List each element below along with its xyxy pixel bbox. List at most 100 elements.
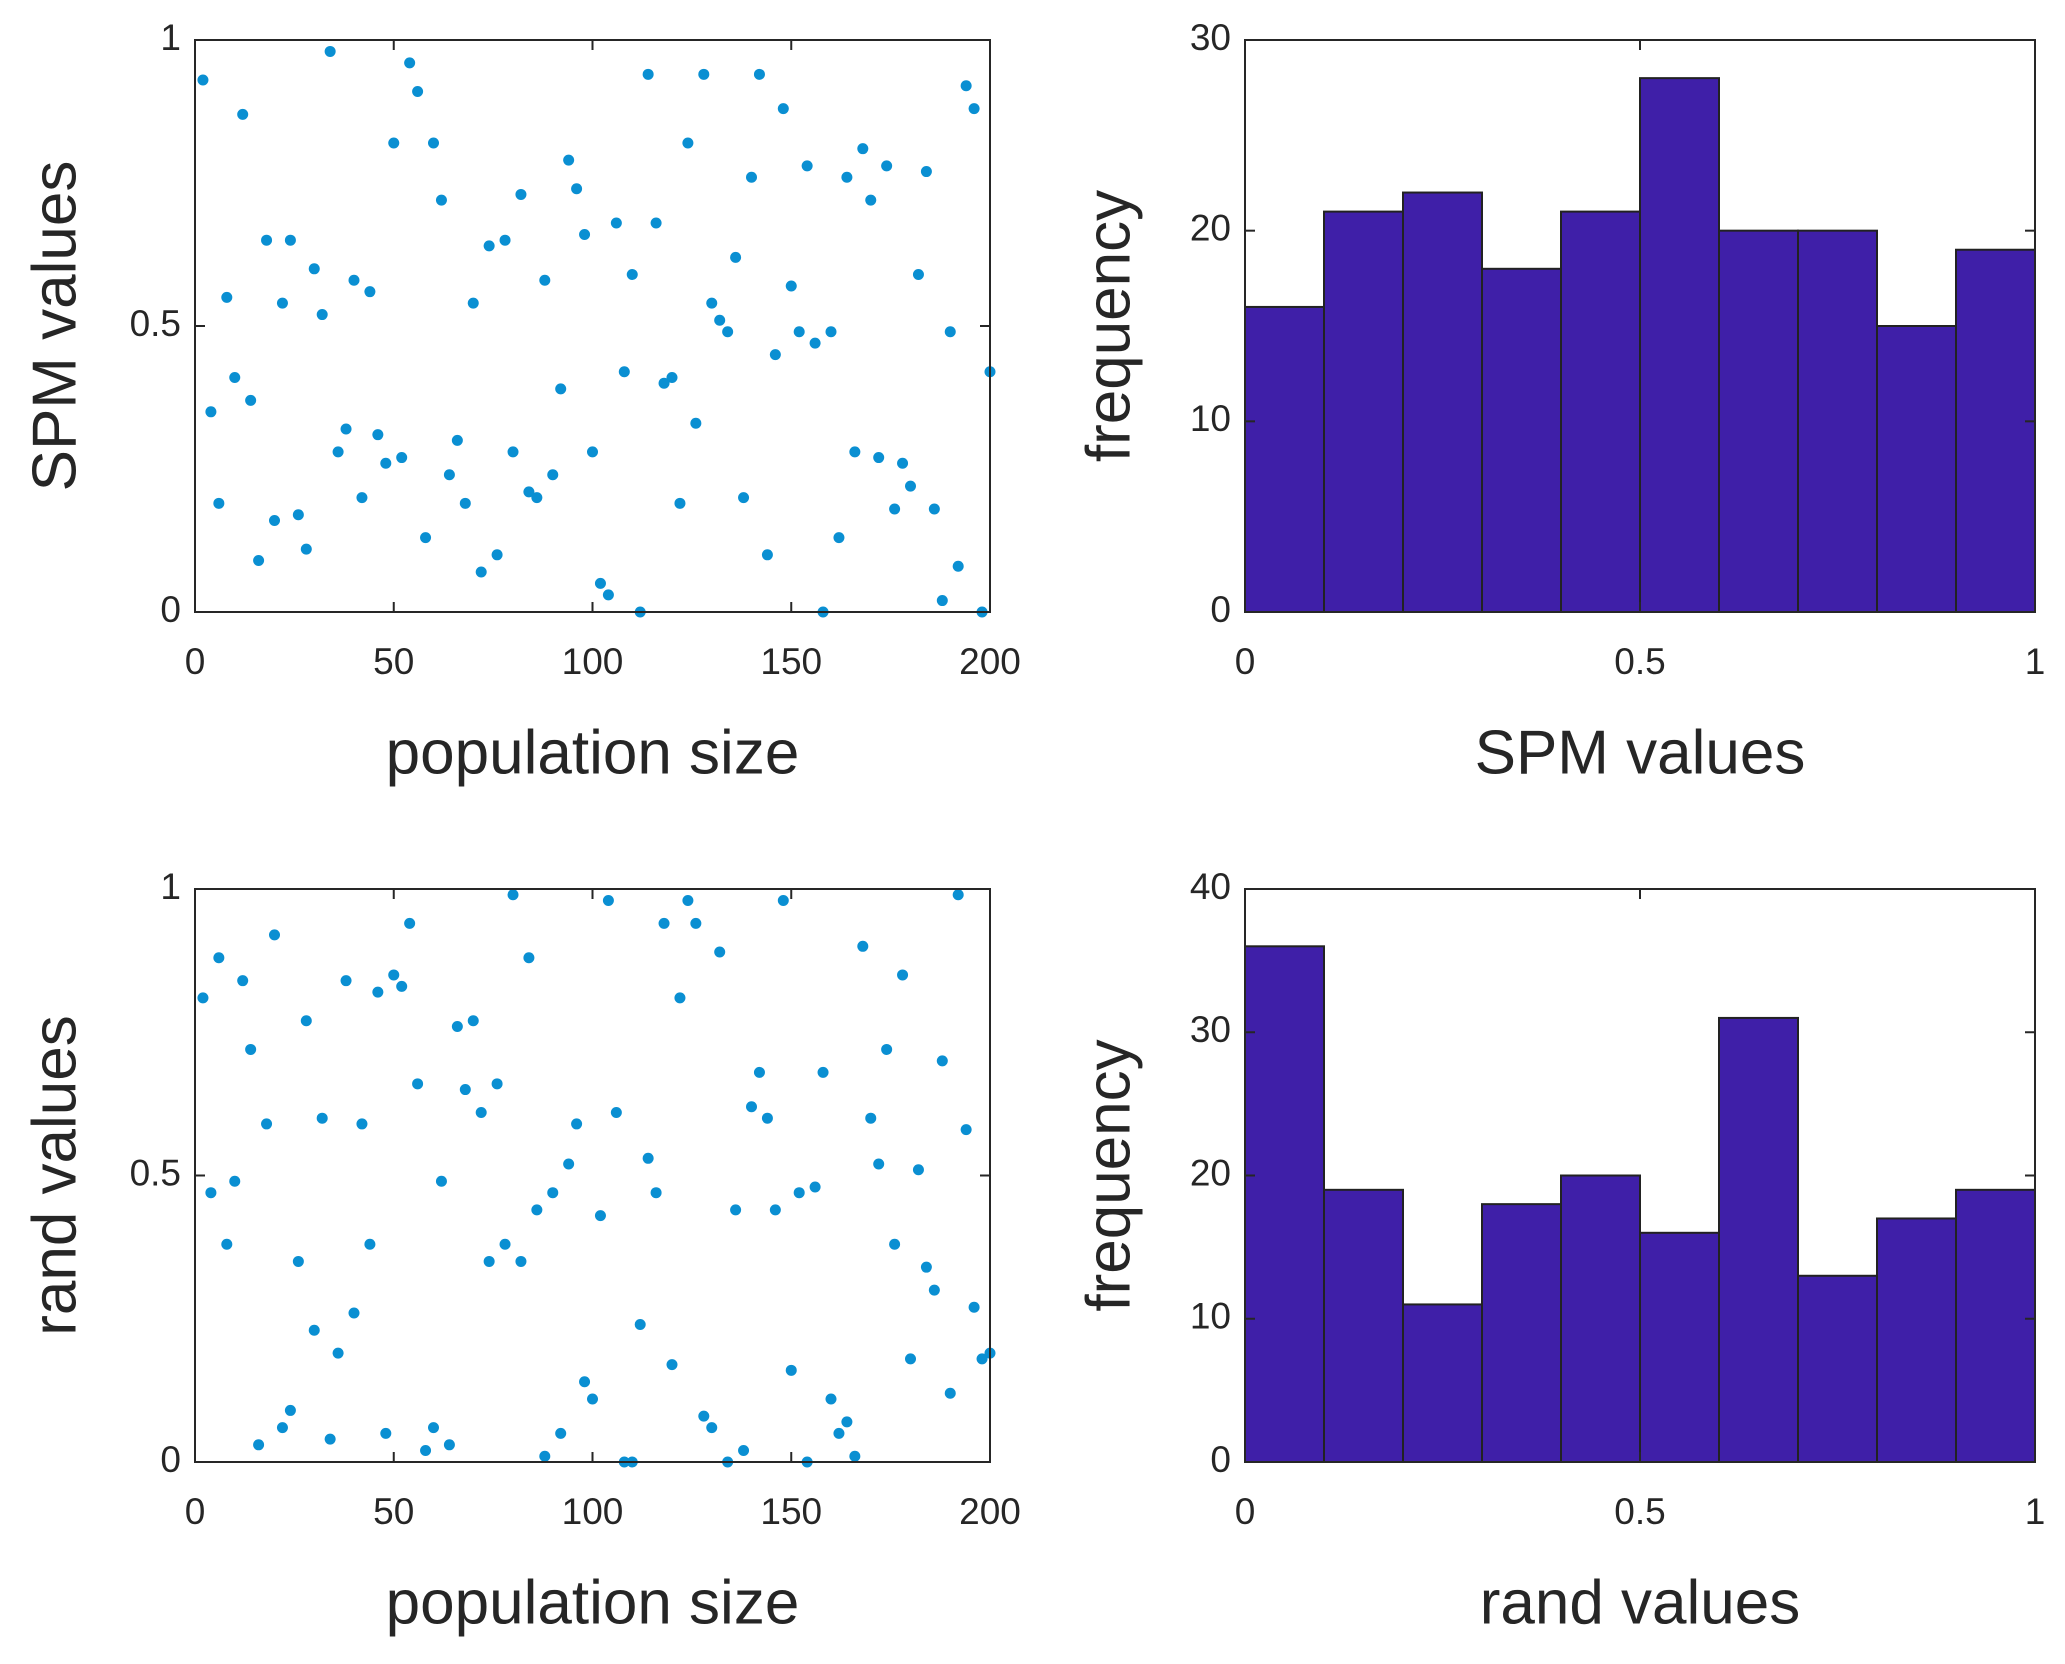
scatter-point — [380, 1427, 392, 1439]
scatter-point — [451, 434, 463, 446]
scatter-point — [579, 228, 591, 240]
scatter-point — [420, 532, 432, 544]
scatter-point — [873, 1158, 885, 1170]
x-tick-label: 100 — [562, 1491, 624, 1532]
x-tick-label: 200 — [959, 1491, 1021, 1532]
scatter-point — [269, 929, 280, 941]
x-tick-label: 0.5 — [1614, 1491, 1665, 1532]
scatter-point — [491, 549, 503, 561]
scatter-point — [316, 1112, 328, 1124]
scatter-point — [563, 154, 575, 166]
scatter-point — [571, 183, 583, 195]
x-tick-label: 0 — [1235, 1491, 1256, 1532]
scatter-point — [690, 917, 702, 929]
y-tick-label: 1 — [160, 866, 181, 907]
scatter-point — [571, 1118, 583, 1130]
scatter-point — [738, 1445, 750, 1457]
scatter-point — [960, 1124, 972, 1136]
scatter-point — [682, 137, 694, 149]
scatter-point — [920, 166, 932, 178]
scatter-point — [753, 1066, 765, 1078]
scatter-point — [801, 160, 813, 172]
x-axis-label: population size — [386, 718, 800, 787]
y-tick-label: 0.5 — [130, 303, 181, 344]
scatter-point — [618, 366, 630, 378]
scatter-point — [404, 57, 416, 69]
x-tick-label: 150 — [760, 641, 822, 682]
scatter-point — [952, 889, 964, 901]
scatter-point — [825, 326, 837, 338]
y-axis-label: rand values — [20, 1015, 89, 1336]
scatter-point — [809, 337, 821, 349]
scatter-point — [388, 137, 400, 149]
scatter-point — [197, 992, 209, 1004]
scatter-point — [857, 940, 869, 952]
scatter-point — [467, 297, 479, 309]
scatter-point — [245, 394, 257, 406]
scatter-point — [531, 1204, 543, 1216]
histogram-bar — [1955, 1188, 2036, 1463]
histogram-bar — [1876, 325, 1957, 613]
x-tick-label: 50 — [373, 641, 414, 682]
x-axis-label: rand values — [1480, 1568, 1801, 1637]
histogram-bar — [1402, 191, 1483, 614]
scatter-point — [555, 1427, 567, 1439]
scatter-point — [388, 969, 400, 981]
scatter-point — [594, 577, 606, 589]
histogram-bar — [1797, 229, 1878, 614]
axes-background — [195, 889, 990, 1462]
scatter-point — [777, 103, 789, 115]
scatter-point — [730, 251, 742, 263]
x-tick-label: 0 — [185, 641, 206, 682]
scatter-point — [936, 1055, 948, 1067]
x-tick-label: 0 — [1235, 641, 1256, 682]
scatter-point — [547, 469, 559, 481]
scatter-point — [428, 137, 439, 149]
scatter-point — [300, 543, 312, 555]
x-tick-label: 50 — [373, 1491, 414, 1532]
y-tick-label: 20 — [1190, 207, 1231, 248]
scatter-point — [881, 1043, 893, 1055]
scatter-point — [793, 1187, 805, 1199]
scatter-point — [364, 286, 376, 298]
scatter-point — [698, 68, 710, 80]
x-axis-label: SPM values — [1475, 718, 1806, 787]
scatter-point — [706, 297, 718, 309]
scatter-point — [912, 1164, 924, 1176]
histogram-bar — [1402, 1303, 1483, 1464]
scatter-point — [539, 1450, 551, 1462]
scatter-point — [928, 1284, 940, 1296]
scatter-point — [261, 234, 273, 246]
scatter-point — [261, 1118, 273, 1130]
scatter-point — [579, 1376, 591, 1388]
scatter-point — [539, 274, 551, 286]
scatter-point — [785, 280, 797, 292]
scatter-point — [746, 1101, 757, 1113]
scatter-point — [396, 452, 408, 464]
scatter-point — [356, 492, 368, 504]
scatter-point — [308, 1324, 320, 1336]
scatter-point — [833, 532, 845, 544]
scatter-point — [340, 423, 352, 435]
scatter-point — [459, 1084, 471, 1096]
scatter-point — [865, 194, 877, 206]
scatter-point — [889, 503, 901, 515]
scatter-point — [881, 160, 893, 172]
scatter-point — [626, 269, 638, 281]
scatter-point — [738, 492, 750, 504]
x-tick-label: 200 — [959, 641, 1021, 682]
scatter-point — [515, 1255, 527, 1267]
scatter-point — [547, 1187, 559, 1199]
scatter-point — [276, 1422, 288, 1434]
scatter-point — [602, 589, 614, 601]
scatter-point — [348, 274, 360, 286]
scatter-point — [428, 1422, 439, 1434]
scatter-point — [841, 1416, 853, 1428]
scatter-point — [308, 263, 320, 275]
x-axis-label: population size — [386, 1568, 800, 1637]
scatter-point — [825, 1393, 837, 1405]
scatter-point — [650, 1187, 662, 1199]
